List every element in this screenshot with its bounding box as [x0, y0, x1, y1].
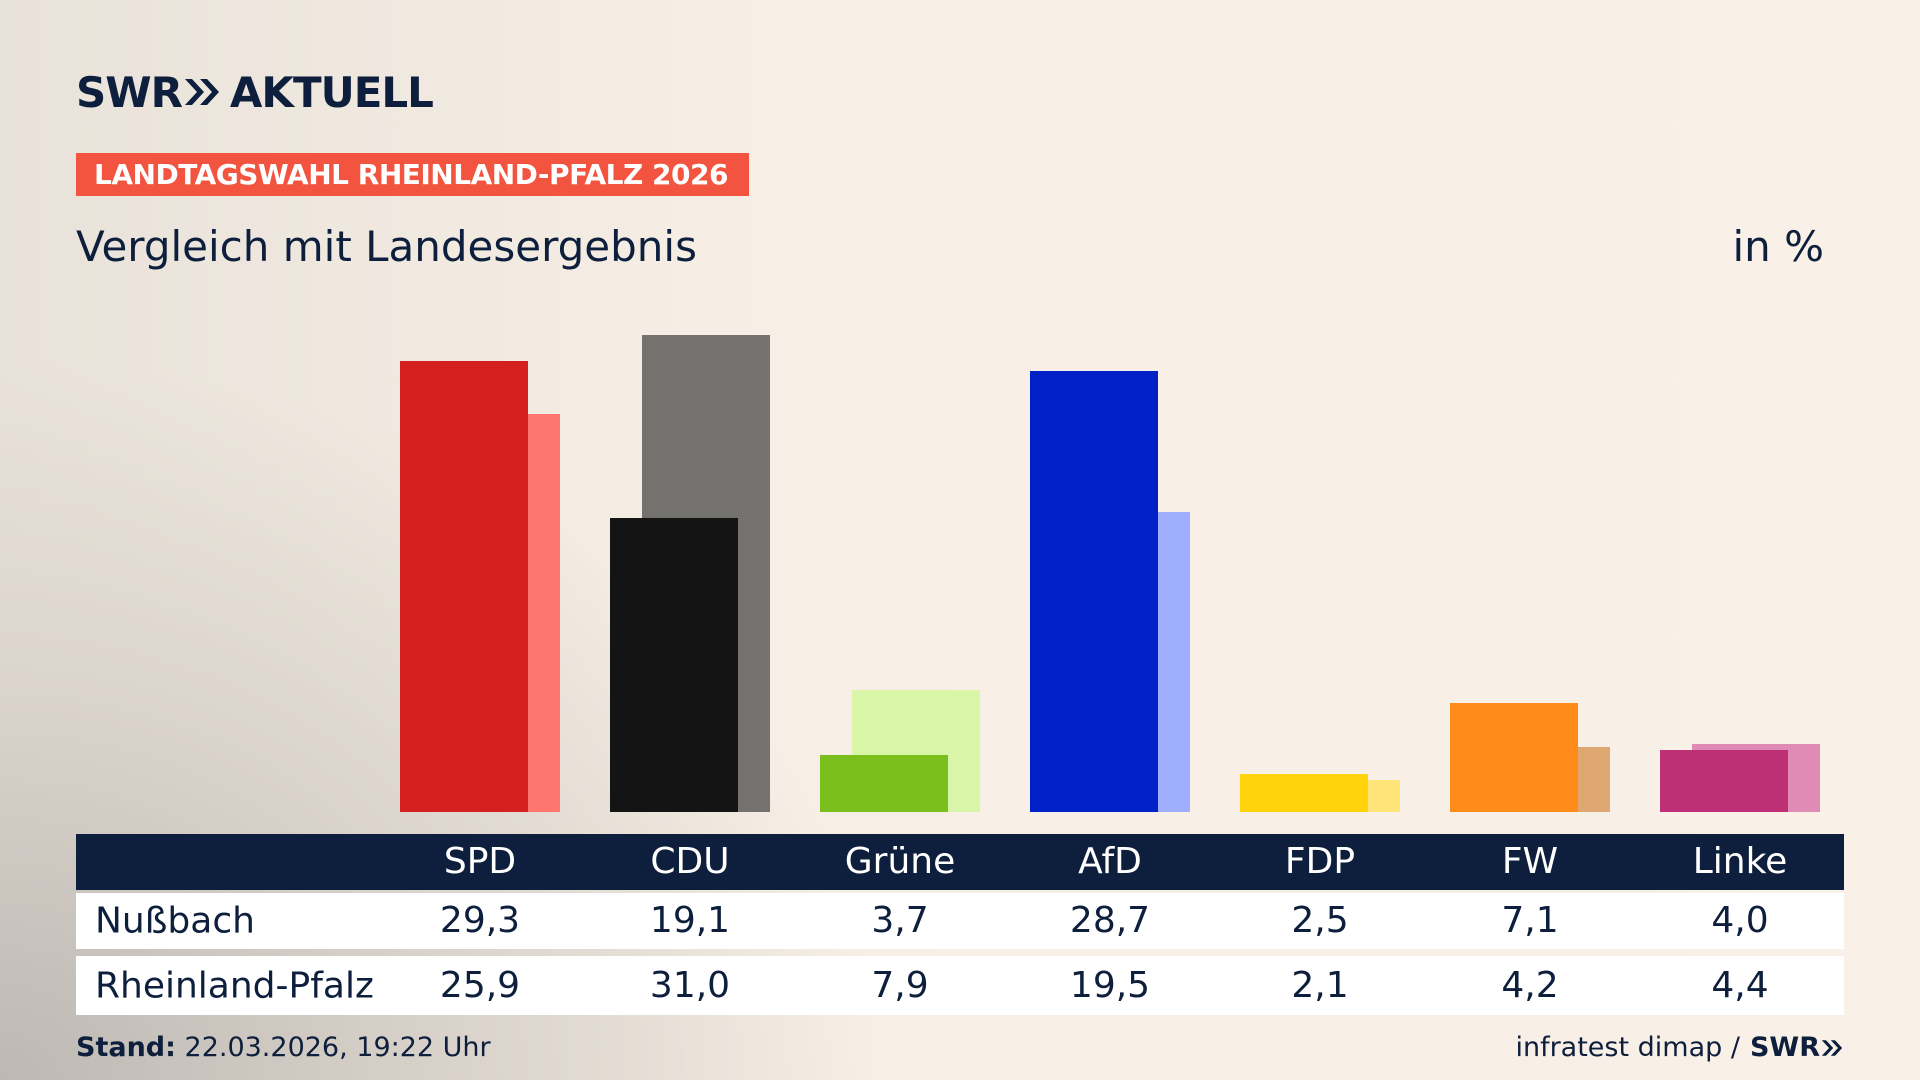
value-label: 2,5 [1291, 900, 1349, 941]
value-label: 3,7 [871, 900, 929, 941]
footer-stand: Stand: 22.03.2026, 19:22 Uhr [76, 1032, 491, 1063]
table-row [76, 893, 1844, 949]
chart-title: Vergleich mit Landesergebnis [76, 222, 697, 271]
logo-chevrons [1821, 1039, 1843, 1056]
value-label: 4,4 [1711, 965, 1769, 1006]
source: infratest dimap / [1515, 1032, 1740, 1063]
bar [820, 755, 948, 812]
value-label: 7,1 [1501, 900, 1559, 941]
logo: SWR AKTUELL [76, 67, 434, 117]
category-label: CDU [650, 841, 730, 882]
value-label: 19,5 [1069, 965, 1151, 1006]
category-label: Linke [1692, 841, 1788, 882]
bar [1240, 773, 1368, 812]
unit-label: in % [1732, 222, 1824, 271]
logo-chevrons [184, 79, 219, 105]
value-label: 19,1 [649, 900, 731, 941]
logo-text: SWR [76, 67, 183, 117]
bar [1660, 750, 1788, 812]
value-label: 25,9 [439, 965, 521, 1006]
bar [1450, 702, 1578, 812]
plot [400, 335, 1820, 812]
table-header [76, 834, 1844, 890]
value-label: 4,0 [1711, 900, 1769, 941]
bar [1030, 370, 1158, 812]
table: SPD 29,3 25,9 CDU 19,1 31,0 Grüne 3,7 7,9 AfD 28,7… [95, 841, 1788, 1007]
value-label: 4,2 [1501, 965, 1559, 1006]
category-label: FW [1501, 841, 1559, 882]
bar [610, 518, 738, 812]
stand-label: Stand: [76, 1032, 176, 1063]
value-label: 2,1 [1291, 965, 1349, 1006]
kicker: LANDTAGSWAHL RHEINLAND-PFALZ 2026 [76, 153, 749, 196]
category-label: FDP [1284, 841, 1356, 882]
value-label: 28,7 [1069, 900, 1151, 941]
value-label: 31,0 [649, 965, 731, 1006]
value-label: 7,9 [871, 965, 929, 1006]
row-name: Rheinland-Pfalz [95, 965, 374, 1007]
value-label: 29,3 [439, 900, 521, 941]
footer-logo: SWR [1749, 1032, 1820, 1063]
category-label: SPD [443, 841, 517, 882]
table-row [76, 956, 1844, 1015]
row-name: Nußbach [95, 900, 255, 942]
category-label: Grüne [844, 841, 956, 882]
footer-source: infratest dimap / SWR [1515, 1032, 1844, 1063]
bar [400, 361, 528, 812]
stand-value: 22.03.2026, 19:22 Uhr [184, 1032, 491, 1063]
logo-text: AKTUELL [229, 67, 434, 117]
category-label: AfD [1078, 841, 1142, 882]
